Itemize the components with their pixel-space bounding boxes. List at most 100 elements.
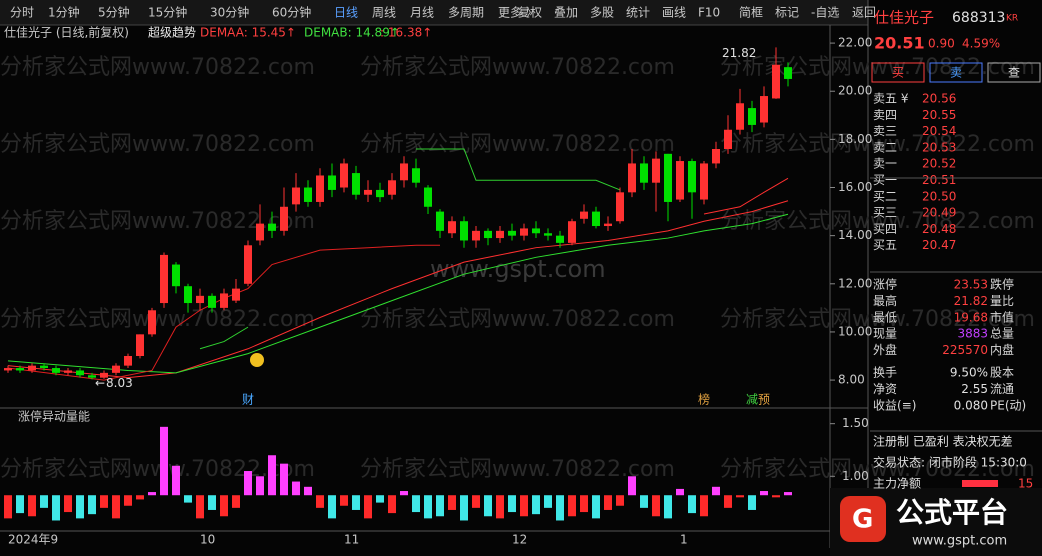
event-marker: 减 bbox=[746, 393, 758, 407]
volume-bar bbox=[424, 495, 432, 519]
volume-bar bbox=[388, 495, 396, 514]
candle-body bbox=[184, 286, 192, 304]
high-annotation: 21.82 bbox=[722, 46, 756, 60]
toolbar-item[interactable]: 1分钟 bbox=[48, 5, 80, 20]
toolbar-item[interactable]: 月线 bbox=[410, 6, 434, 20]
candle-body bbox=[100, 372, 108, 378]
toolbar-item[interactable]: 返回 bbox=[852, 6, 876, 20]
stat-label: 现量 bbox=[873, 327, 897, 341]
volume-bar bbox=[400, 491, 408, 496]
volume-bar bbox=[592, 495, 600, 519]
watermark: 分析家公式网www.70822.com bbox=[360, 457, 675, 482]
toolbar-item[interactable]: 5分钟 bbox=[98, 5, 130, 20]
volume-bar bbox=[196, 495, 204, 519]
stat-label: 内盘 bbox=[990, 342, 1014, 357]
volume-bar bbox=[280, 463, 288, 496]
y-tick-label: 14.00 bbox=[838, 228, 872, 242]
toolbar-item[interactable]: -自选 bbox=[811, 6, 839, 20]
candle-body bbox=[676, 161, 684, 200]
book-label: 买一 bbox=[873, 173, 897, 187]
toolbar-item[interactable]: 更多 〉 bbox=[498, 6, 538, 20]
watermark: 分析家公式网www.70822.com bbox=[0, 457, 315, 482]
toolbar-item[interactable]: 标记 bbox=[775, 6, 799, 20]
button-label[interactable]: 卖 bbox=[950, 66, 962, 80]
candle-body bbox=[4, 368, 12, 371]
stat-value: 0.080 bbox=[954, 398, 988, 412]
volume-bar bbox=[40, 495, 48, 508]
toolbar-item[interactable]: 多股 bbox=[590, 6, 614, 20]
stat-label: 收益(≡) bbox=[873, 398, 916, 412]
volume-bar bbox=[532, 495, 540, 515]
volume-bar bbox=[16, 495, 24, 514]
toolbar-item[interactable]: 日线 bbox=[334, 6, 358, 20]
stat-label: 换手 bbox=[873, 366, 897, 380]
volume-bar bbox=[628, 476, 636, 496]
toolbar-item[interactable]: 统计 bbox=[626, 6, 650, 20]
button-label[interactable]: 买 bbox=[892, 66, 904, 80]
volume-bar bbox=[568, 495, 576, 517]
button-label[interactable]: 查 bbox=[1008, 66, 1020, 80]
volume-bar bbox=[4, 495, 12, 519]
candle-body bbox=[160, 254, 168, 304]
note: 交易状态: 闭市阶段 15:30:0 bbox=[873, 455, 1027, 470]
volume-bar bbox=[292, 481, 300, 496]
volume-bar bbox=[712, 486, 720, 496]
y-tick-label: 8.00 bbox=[838, 373, 865, 387]
stat-label: 量比 bbox=[990, 294, 1014, 308]
book-price: 20.49 bbox=[922, 206, 956, 220]
book-price: 20.53 bbox=[922, 140, 956, 154]
toolbar-item[interactable]: 叠加 bbox=[554, 6, 578, 20]
button[interactable] bbox=[871, 62, 925, 83]
volume-bar bbox=[544, 495, 552, 508]
volume-bar bbox=[700, 495, 708, 517]
toolbar-item[interactable]: 复权 bbox=[518, 6, 542, 20]
book-price: 20.52 bbox=[922, 157, 956, 171]
toolbar-item[interactable]: 周线 bbox=[372, 6, 396, 20]
toolbar-item[interactable]: 分时 bbox=[10, 6, 34, 20]
stat-label: 净资 bbox=[873, 382, 897, 396]
toolbar-item[interactable]: 15分钟 bbox=[148, 5, 187, 20]
toolbar-item[interactable]: 多周期 bbox=[448, 6, 484, 20]
volume-bar bbox=[520, 495, 528, 517]
indicator-line bbox=[7, 213, 789, 374]
book-price: 20.56 bbox=[922, 92, 956, 106]
candle-body bbox=[40, 365, 48, 369]
volume-bar bbox=[244, 471, 252, 496]
x-tick-label: 10 bbox=[200, 533, 215, 547]
candle-body bbox=[376, 189, 384, 198]
toolbar-item[interactable]: 简框 bbox=[739, 6, 763, 20]
volume-bar bbox=[76, 495, 84, 519]
book-price: 20.47 bbox=[922, 238, 956, 252]
book-label: 卖二 bbox=[873, 140, 897, 154]
toolbar-item[interactable]: 60分钟 bbox=[272, 5, 311, 20]
y-tick-label: 22.00 bbox=[838, 36, 872, 50]
candle-body bbox=[736, 103, 744, 130]
candle-body bbox=[256, 223, 264, 241]
volume-bar bbox=[652, 495, 660, 517]
candle-body bbox=[136, 334, 144, 357]
x-tick-label: 2024年9 bbox=[8, 533, 58, 547]
volume-bar bbox=[724, 495, 732, 508]
toolbar-item[interactable]: 30分钟 bbox=[210, 5, 249, 20]
y-tick-label: 10.00 bbox=[838, 324, 872, 338]
watermark: 分析家公式网www.70822.com bbox=[0, 307, 315, 332]
candle-body bbox=[484, 230, 492, 239]
candle-body bbox=[148, 310, 156, 335]
toolbar-item[interactable]: F10 bbox=[698, 6, 720, 20]
candle-body bbox=[460, 221, 468, 241]
volume-bar bbox=[448, 495, 456, 510]
volume-bar bbox=[376, 495, 384, 503]
y-tick-label: 1.50 bbox=[842, 416, 869, 430]
stat-label: 最高 bbox=[873, 293, 897, 308]
candle-body bbox=[520, 228, 528, 236]
book-price: 20.55 bbox=[922, 108, 956, 122]
volume-bar bbox=[436, 495, 444, 517]
button[interactable] bbox=[929, 62, 983, 83]
button[interactable] bbox=[987, 62, 1041, 83]
volume-bar bbox=[100, 495, 108, 508]
book-price: 20.50 bbox=[922, 189, 956, 203]
candle-body bbox=[556, 235, 564, 243]
candle-body bbox=[316, 175, 324, 202]
toolbar-item[interactable]: 画线 bbox=[662, 6, 686, 20]
candle-body bbox=[364, 189, 372, 195]
